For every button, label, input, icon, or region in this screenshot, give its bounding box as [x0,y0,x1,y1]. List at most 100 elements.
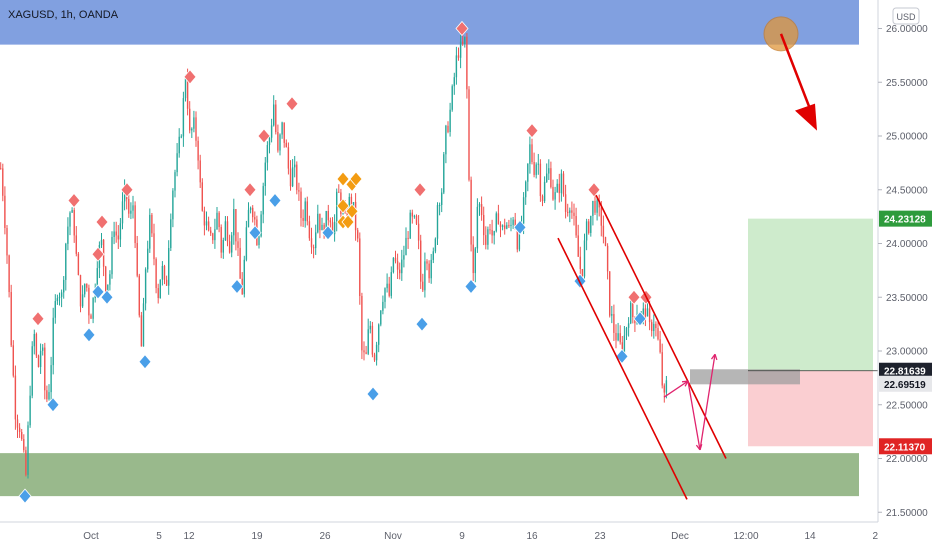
candle-body [441,192,443,206]
candle-body [296,164,298,191]
candle-body [180,136,182,138]
candle-body [611,314,613,316]
price-tick-label: 25.00000 [886,132,928,143]
candle-body [577,235,579,257]
candle-body [483,215,485,236]
candle-body [338,191,340,193]
pivot-high-marker[interactable] [587,182,601,198]
candle-body [447,125,449,132]
pivot-high-marker[interactable] [91,246,105,262]
candle-body [306,201,308,222]
candle-body [369,325,371,330]
pivot-low-marker[interactable] [415,316,429,332]
candle-body [453,77,455,87]
pivot-low-marker[interactable] [366,386,380,402]
time-axis-layer: Oct 5 12 19 26 Nov 9 16 23 Dec 12:00 14 2 [0,521,878,550]
pivot-low-marker[interactable] [18,488,32,504]
pivot-high-marker[interactable] [413,182,427,198]
candle-body [18,427,21,432]
pivot-high-marker[interactable] [31,311,45,327]
candle-body [598,200,600,208]
pivot-low-marker[interactable] [46,397,60,413]
candle-body [212,233,214,241]
channel-line[interactable] [595,194,727,459]
candle-body [464,36,466,44]
candle-body [480,204,483,216]
pattern-marker[interactable] [349,171,363,187]
pattern-marker[interactable] [345,203,359,219]
candle-body [648,308,651,323]
candle-body [371,325,374,355]
pivot-high-marker[interactable] [627,289,641,305]
candle-body [623,335,626,355]
channel-line[interactable] [557,237,688,500]
candle-body [325,211,327,236]
candle-body [128,198,130,214]
pivot-high-marker[interactable] [183,69,197,85]
pivot-low-marker[interactable] [633,311,647,327]
projection-path[interactable] [663,354,716,451]
projection-arrowhead [710,353,718,361]
candle-body [149,214,151,249]
candle-body [600,207,602,226]
candle-body [474,248,476,274]
take-profit-zone [748,218,873,371]
candle-body [315,232,317,249]
candle-body [579,256,581,270]
currency-button[interactable]: USD [892,7,920,25]
pivot-low-marker[interactable] [513,219,527,235]
candle-body [107,284,109,295]
pivot-low-marker[interactable] [100,289,114,305]
pivot-high-marker[interactable] [257,128,271,144]
pivot-high-marker[interactable] [285,96,299,112]
candle-body [401,259,403,274]
pivot-low-marker[interactable] [268,192,282,209]
candle-body [609,271,611,316]
candle-body [556,183,558,193]
pattern-marker[interactable] [336,198,350,214]
candle-body [214,229,216,241]
candle-body [39,350,42,368]
pivot-high-marker[interactable] [455,20,469,37]
pivot-low-marker[interactable] [91,284,105,300]
candle-body [231,235,233,253]
candle-body [153,233,155,260]
candle-body [663,385,665,393]
candle-body [58,296,61,299]
pivot-low-marker[interactable] [138,354,152,370]
candle-body [632,302,634,318]
pattern-marker[interactable] [341,214,355,230]
candle-body [117,235,119,240]
candle-body [615,332,617,341]
candle-body [136,243,138,276]
candle-body [504,225,506,229]
pivot-low-marker[interactable] [615,348,629,364]
candle-body [543,181,546,202]
candle-body [266,145,269,163]
pivot-high-marker[interactable] [525,123,539,139]
pivot-high-marker[interactable] [67,192,81,209]
candle-body [604,237,607,246]
pattern-marker[interactable] [336,171,350,187]
pivot-low-marker[interactable] [321,225,335,241]
candle-body [445,125,447,155]
pivot-high-marker[interactable] [120,182,134,198]
pivot-low-marker[interactable] [230,278,244,295]
candle-body [457,55,460,58]
candle-body [258,236,260,245]
time-tick-label: 14 [804,531,816,542]
time-tick-label: Oct [83,531,99,542]
pivot-high-marker[interactable] [95,214,109,230]
candle-body [539,163,542,197]
pivot-low-marker[interactable] [248,225,262,241]
down-arrow-shaft[interactable] [779,33,815,118]
candle-body [510,224,512,226]
candle-body [331,222,334,235]
pivot-high-marker[interactable] [243,182,257,198]
entry-box[interactable] [690,369,800,385]
pivot-low-marker[interactable] [82,327,96,343]
candle-body [630,302,632,324]
pivot-low-marker[interactable] [464,278,478,295]
candle-body [81,294,84,307]
